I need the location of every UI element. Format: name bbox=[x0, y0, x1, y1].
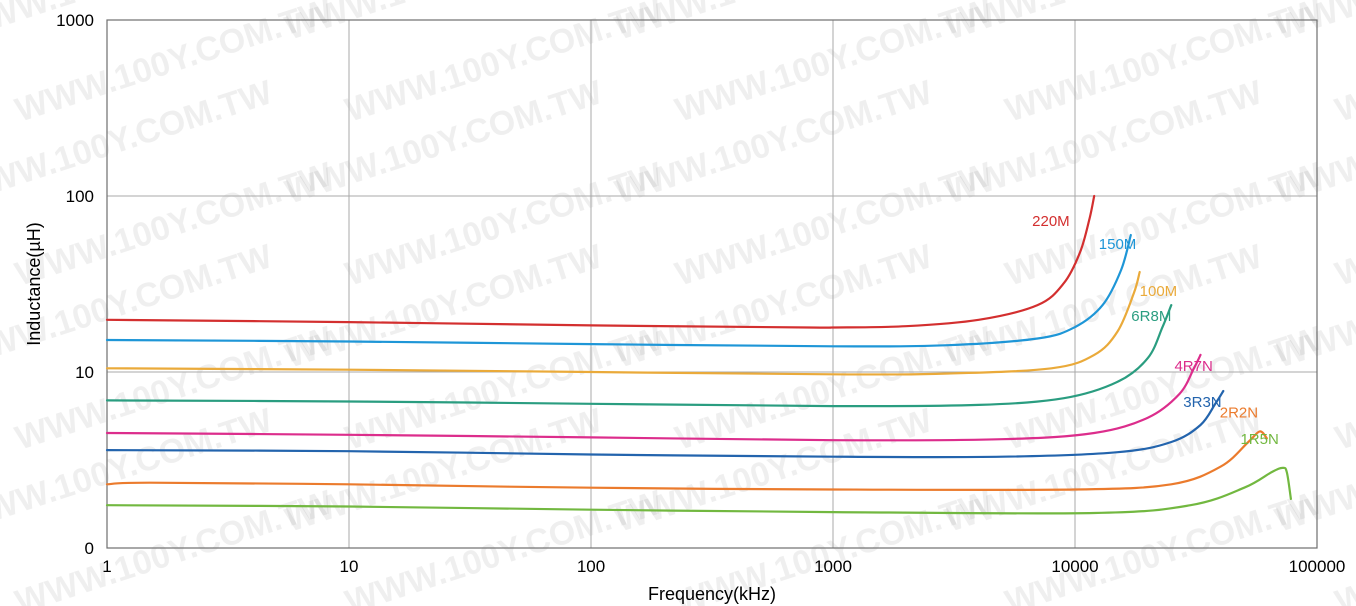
y-tick-label: 100 bbox=[66, 187, 94, 206]
x-tick-label: 1 bbox=[102, 557, 111, 576]
x-tick-label: 1000 bbox=[814, 557, 852, 576]
series-label-1r5n: 1R5N bbox=[1240, 431, 1278, 448]
series-line-6r8m bbox=[105, 304, 1173, 408]
series-label-150m: 150M bbox=[1099, 236, 1137, 253]
x-tick-label: 100000 bbox=[1289, 557, 1346, 576]
series-line-3r3n bbox=[105, 389, 1225, 459]
series-line-1r5n bbox=[105, 466, 1292, 515]
y-axis-title: Inductance(µH) bbox=[24, 222, 44, 345]
series-label-3r3n: 3R3N bbox=[1183, 394, 1221, 411]
x-tick-label: 10000 bbox=[1051, 557, 1098, 576]
plot-frame bbox=[106, 19, 1318, 549]
y-axis-ticks: 0 10 100 1000 bbox=[56, 11, 94, 558]
series-label-100m: 100M bbox=[1140, 283, 1178, 300]
series-line-4r7n bbox=[105, 353, 1202, 442]
series-label-6r8m: 6R8M bbox=[1131, 308, 1171, 325]
x-axis-title: Frequency(kHz) bbox=[648, 584, 776, 604]
series-label-220m: 220M bbox=[1032, 213, 1070, 230]
series-label-4r7n: 4R7N bbox=[1174, 358, 1212, 375]
series-line-150m bbox=[105, 233, 1132, 348]
y-tick-label: 1000 bbox=[56, 11, 94, 30]
series-line-2r2n bbox=[105, 430, 1268, 492]
x-tick-label: 10 bbox=[340, 557, 359, 576]
series-line-220m bbox=[105, 194, 1096, 329]
series-label-2r2n: 2R2N bbox=[1220, 404, 1258, 421]
x-tick-label: 100 bbox=[577, 557, 605, 576]
x-axis-ticks: 1 10 100 1000 10000 100000 bbox=[102, 557, 1345, 576]
y-tick-label: 0 bbox=[85, 539, 94, 558]
series-line-100m bbox=[105, 270, 1141, 376]
y-tick-label: 10 bbox=[75, 363, 94, 382]
